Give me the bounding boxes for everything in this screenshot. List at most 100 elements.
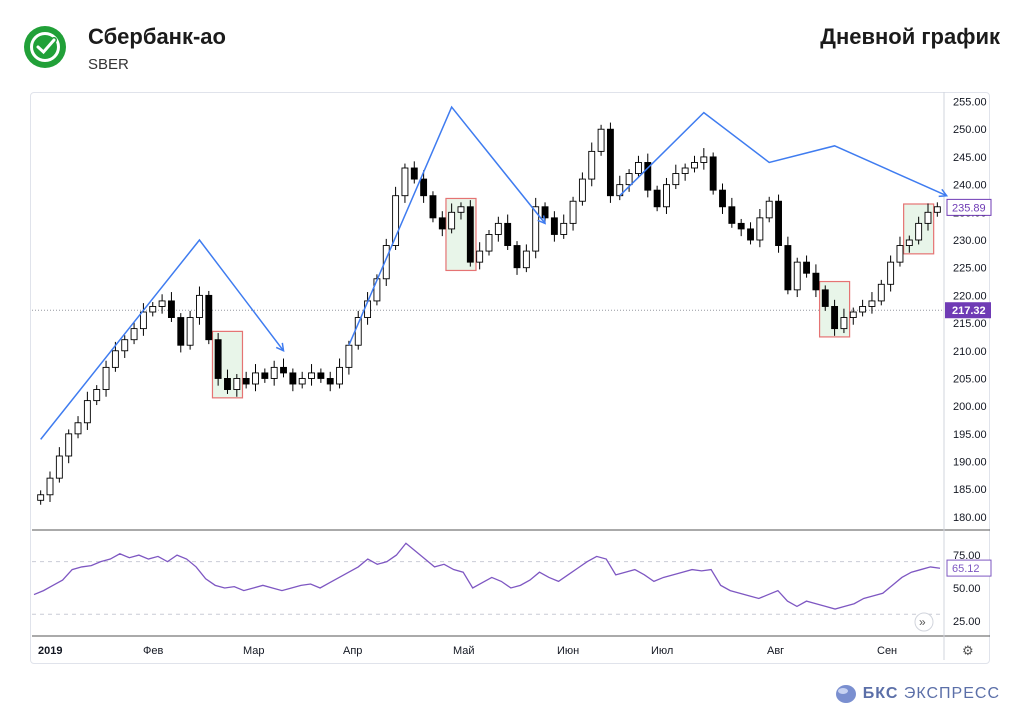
- candle-body: [522, 250, 530, 269]
- candle-body: [186, 317, 194, 346]
- candle-body: [420, 178, 428, 197]
- candle-body: [681, 167, 689, 174]
- marker-price-badge: [946, 198, 992, 216]
- candle-body: [812, 272, 820, 291]
- rsi-value-badge: [946, 559, 992, 577]
- price-axis-tick-label: 240.00: [953, 180, 987, 192]
- candle-body: [569, 200, 577, 224]
- candle-body: [289, 372, 297, 385]
- candle-body: [233, 378, 241, 390]
- candle-body: [728, 206, 736, 224]
- candle-body: [205, 294, 213, 341]
- time-axis-tick-label: Фев: [143, 645, 163, 657]
- candle-body: [803, 261, 811, 274]
- price-axis-tick-label: 210.00: [953, 346, 987, 358]
- trend-arrow-head: [938, 188, 949, 198]
- footer-brand-text: БКС ЭКСПРЕСС: [862, 685, 1000, 702]
- candle-body: [821, 289, 829, 307]
- candle-body: [401, 167, 409, 197]
- candle-body: [448, 211, 456, 230]
- candle-body: [877, 283, 885, 302]
- footer-brand: БКС ЭКСПРЕСС: [835, 682, 1000, 706]
- candle-body: [280, 366, 287, 374]
- trend-arrow-head: [537, 215, 547, 225]
- candle-body: [46, 477, 54, 496]
- candle-body: [139, 311, 147, 330]
- candle-body: [597, 128, 605, 152]
- candle-body: [765, 200, 773, 219]
- candle-body: [784, 245, 792, 291]
- candle-body: [859, 306, 867, 313]
- candle-body: [466, 206, 474, 263]
- time-axis-tick-label: Апр: [343, 645, 362, 657]
- time-axis-tick-label: Мар: [243, 645, 265, 657]
- candle-body: [644, 162, 652, 191]
- candle-body: [578, 178, 586, 202]
- candle-body: [196, 294, 203, 318]
- price-axis-tick-label: 255.00: [953, 97, 987, 109]
- candle-body: [887, 261, 895, 285]
- candle-body: [37, 494, 45, 501]
- candle-body: [55, 455, 63, 479]
- candle-body: [65, 433, 73, 457]
- candle-body: [392, 195, 400, 246]
- candle-body: [868, 300, 876, 307]
- candle-body: [167, 300, 175, 318]
- candle-body: [700, 156, 708, 163]
- sberbank-logo-icon: [24, 26, 66, 68]
- candle-body: [93, 389, 101, 402]
- candle-body: [831, 306, 839, 330]
- candle-body: [719, 189, 726, 208]
- candle-body: [261, 372, 269, 379]
- candle-body: [737, 222, 745, 230]
- candle-body: [541, 206, 549, 219]
- time-axis-tick-label: Авг: [767, 645, 784, 657]
- candle-body: [933, 206, 941, 213]
- candle-body: [149, 306, 157, 313]
- candle-body: [840, 317, 848, 330]
- rsi-axis-tick-label: 75.00: [953, 550, 981, 562]
- candle-body: [606, 128, 614, 197]
- candle-body: [252, 372, 259, 385]
- candle-body: [625, 173, 633, 186]
- candle-body: [691, 162, 698, 169]
- bks-logo-icon: [835, 685, 856, 703]
- candle-body: [270, 366, 278, 379]
- candle-body: [121, 339, 129, 352]
- candle-body: [747, 228, 754, 241]
- price-axis-tick-label: 220.00: [953, 290, 987, 302]
- candle-body: [326, 378, 334, 385]
- rsi-axis-tick-label: 25.00: [953, 616, 981, 628]
- candle-body: [494, 222, 502, 235]
- candle-body: [224, 378, 231, 390]
- candle-body: [504, 222, 512, 246]
- candle-body: [924, 211, 932, 224]
- current-price-label: 217.32: [952, 305, 986, 317]
- price-axis-tick-label: 200.00: [953, 401, 987, 413]
- rsi-axis-tick-label: 50.00: [953, 583, 981, 595]
- trend-line: [348, 105, 546, 346]
- price-axis-tick-label: 195.00: [953, 429, 987, 441]
- scroll-to-realtime-button[interactable]: [914, 612, 934, 632]
- candle-body: [410, 167, 418, 180]
- price-axis-tick-label: 180.00: [953, 512, 987, 524]
- price-axis-tick-label: 215.00: [953, 318, 987, 330]
- time-axis-tick-label: Июн: [557, 645, 579, 657]
- scroll-chevron-icon: »: [919, 615, 926, 629]
- candle-body: [308, 372, 315, 379]
- price-axis-tick-label: 245.00: [953, 152, 987, 164]
- time-axis-tick-label: Сен: [877, 645, 897, 657]
- price-axis-tick-label: 250.00: [953, 124, 987, 136]
- candle-body: [177, 317, 185, 346]
- candle-body: [756, 217, 764, 241]
- trend-line: [40, 238, 285, 440]
- candle-body: [83, 400, 91, 424]
- candle-body: [242, 378, 250, 385]
- ticker-label: SBER: [88, 56, 129, 73]
- time-axis-tick-label: Июл: [651, 645, 673, 657]
- candle-body: [336, 366, 343, 385]
- time-axis-tick-label: Май: [453, 645, 475, 657]
- price-axis-tick-label: 225.00: [953, 263, 987, 275]
- candle-body: [429, 195, 437, 219]
